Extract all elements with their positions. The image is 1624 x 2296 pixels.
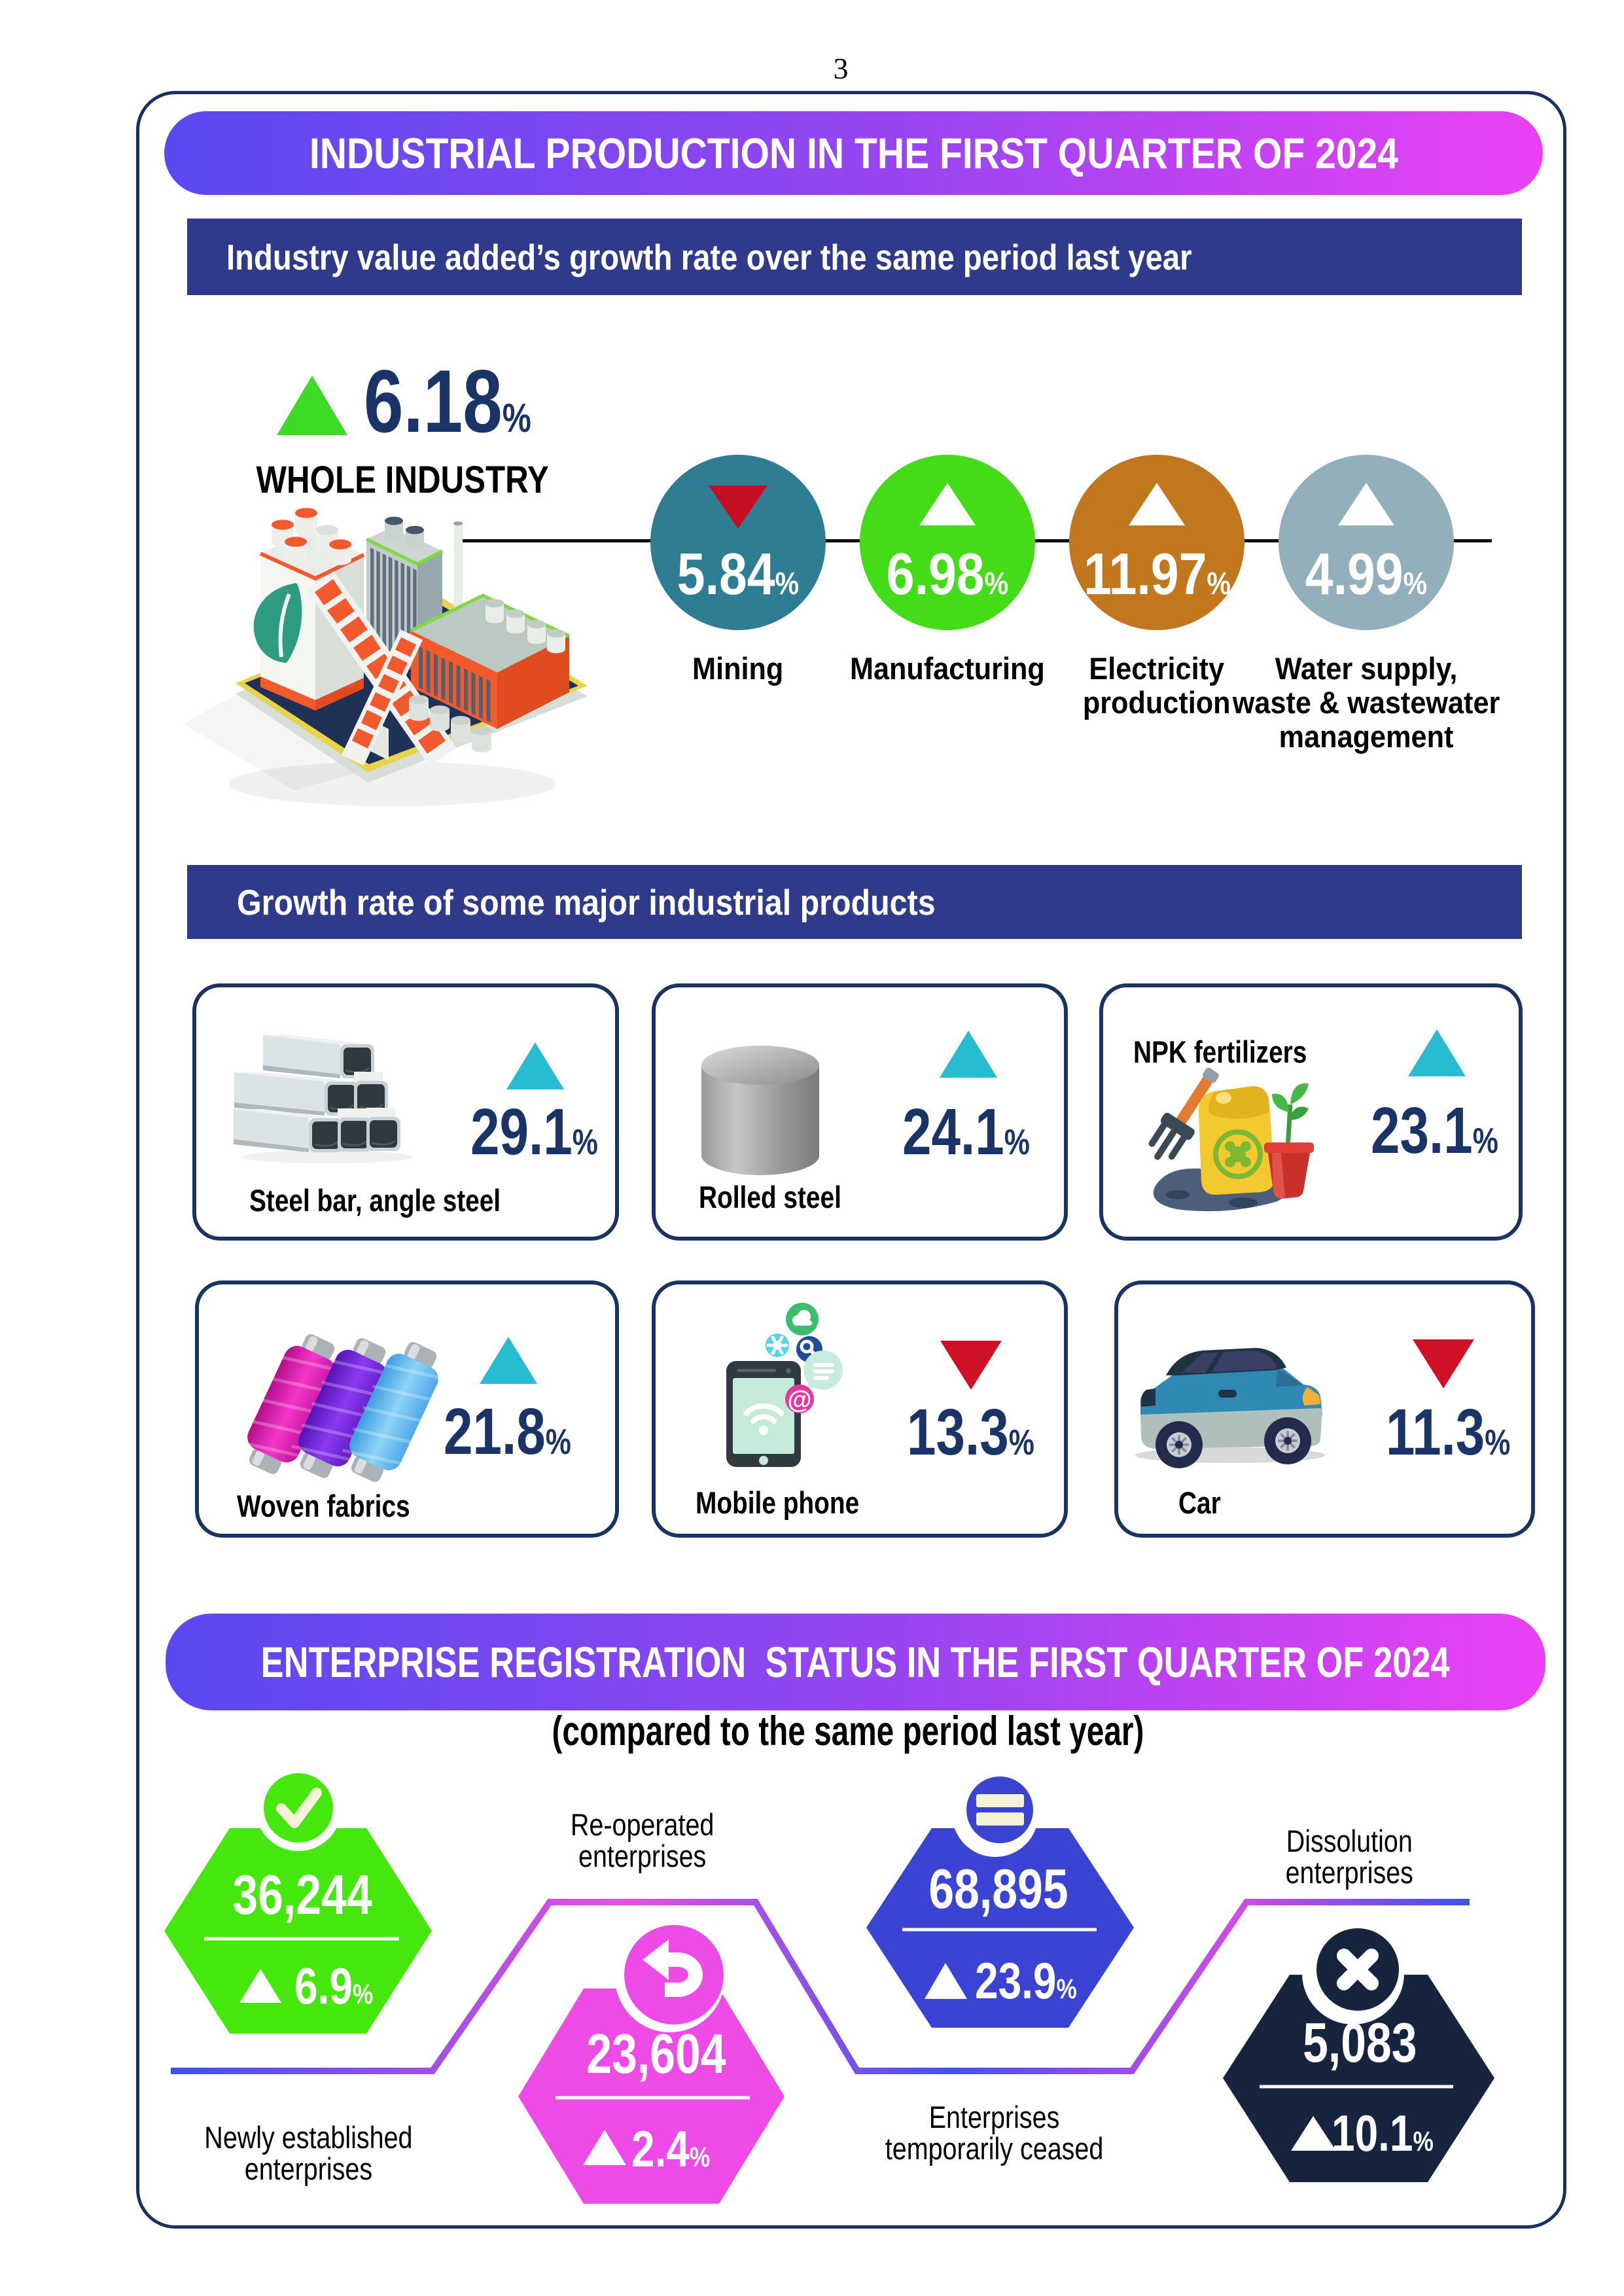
svg-text:@: @ [787,1386,811,1414]
